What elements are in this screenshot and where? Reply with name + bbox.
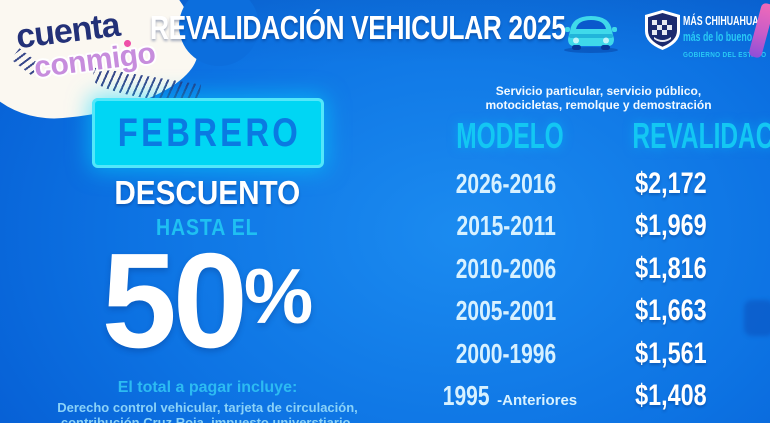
includes-title: El total a pagar incluye:	[117, 379, 298, 396]
model-cell: 1995 -Anteriores	[442, 380, 578, 412]
month-label: FEBRERO	[117, 110, 301, 155]
price-cell: $1,561	[635, 336, 707, 370]
price-cell: $2,172	[635, 166, 707, 200]
price-cell: $1,663	[635, 294, 707, 328]
price-cell: $1,816	[635, 251, 707, 285]
table-row: 2000-1996 $1,561	[431, 332, 766, 375]
price-cell: $1,969	[635, 209, 707, 243]
discount-headline: DESCUENTO	[114, 174, 301, 211]
model-cell: 2015-2011	[456, 210, 556, 242]
percent-value: 50	[101, 225, 248, 376]
table-row: 2026-2016 $2,172	[431, 162, 766, 205]
logo-blob-bite	[179, 0, 259, 66]
service-note-line: motocicletas, remolque y demostración	[485, 98, 712, 113]
state-logo-text: MÁS CHIHUAHUA más de lo bueno GOBIERNO D…	[683, 13, 770, 61]
includes-details: Derecho control vehicular, tarjeta de ci…	[35, 400, 380, 423]
model-cell: 2010-2006	[455, 252, 557, 284]
price-column-header: REVALIDACIÓN	[632, 115, 770, 157]
model-cell: 2000-1996	[455, 337, 557, 369]
price-cell: $1,408	[635, 379, 707, 413]
state-name: MÁS CHIHUAHUA	[683, 13, 759, 28]
service-note: Servicio particular, servicio público, m…	[431, 84, 766, 112]
model-column-header: MODELO	[456, 115, 564, 157]
discount-panel: FEBRERO DESCUENTO HASTA EL 50% El total …	[35, 0, 380, 423]
table-row: 1995 -Anteriores $1,408	[431, 375, 766, 418]
price-table-rows: 2026-2016 $2,172 2015-2011 $1,969 2010-2…	[431, 162, 766, 417]
edge-watermark-decoration	[744, 300, 770, 336]
price-table-panel: Servicio particular, servicio público, m…	[431, 0, 770, 417]
includes-line: Derecho control vehicular, tarjeta de ci…	[57, 400, 358, 415]
table-header: MODELO REVALIDACIÓN	[431, 115, 770, 157]
car-front-icon	[560, 9, 622, 58]
state-slogan: más de lo bueno	[683, 30, 753, 44]
month-badge: FEBRERO	[91, 98, 324, 168]
state-subtitle: GOBIERNO DEL ESTADO	[683, 50, 767, 59]
table-row: 2010-2006 $1,816	[431, 247, 766, 290]
table-row: 2015-2011 $1,969	[431, 205, 766, 248]
percent-sign: %	[243, 252, 314, 340]
page-title: REVALIDACIÓN VEHICULAR 2025	[150, 9, 566, 46]
discount-subheadline: HASTA EL	[156, 214, 259, 240]
table-row: 2005-2001 $1,663	[431, 290, 766, 333]
state-shield-icon	[644, 9, 681, 56]
discount-percent: 50%	[35, 233, 380, 368]
includes-line: contribución Cruz Roja, impuesto univers…	[60, 415, 355, 423]
service-note-line: Servicio particular, servicio público,	[495, 84, 702, 98]
model-cell: 2026-2016	[455, 167, 557, 199]
model-cell: 2005-2001	[455, 295, 557, 327]
